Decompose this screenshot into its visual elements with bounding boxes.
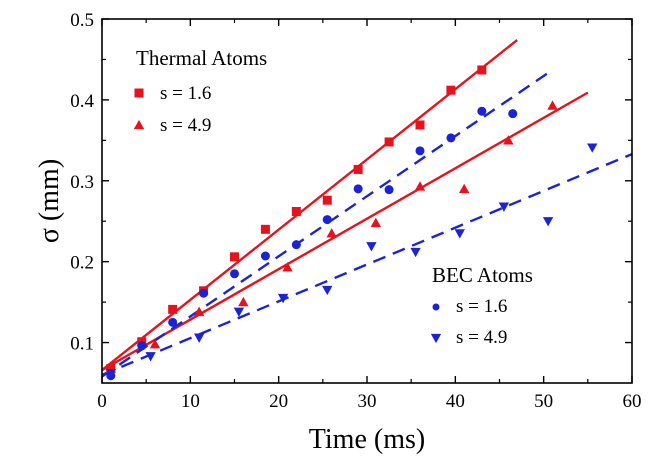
point-series2-10 — [415, 146, 425, 156]
point-series3-8 — [454, 229, 465, 239]
point-series0-11 — [446, 85, 456, 95]
point-series0-6 — [291, 207, 301, 217]
point-series3-4 — [277, 293, 289, 304]
point-series2-11 — [446, 133, 456, 143]
x-tick-label-4: 40 — [446, 391, 465, 412]
fit-line-0 — [101, 39, 518, 371]
legend-bec-entry-s16: s = 1.6 — [456, 296, 507, 317]
legend-thermal-entry-s49: s = 4.9 — [160, 115, 211, 136]
fit-line-3 — [101, 152, 633, 377]
y-axis-title: σ (mm) — [34, 159, 65, 243]
point-series2-8 — [353, 184, 363, 194]
y-tick-label-4: 0.5 — [70, 10, 94, 31]
x-tick-label-2: 20 — [269, 391, 288, 412]
point-series3-9 — [498, 202, 510, 212]
point-series2-6 — [291, 240, 301, 250]
point-series1-4 — [282, 262, 293, 272]
point-series0-2 — [168, 304, 178, 314]
point-series2-5 — [260, 251, 270, 261]
axis-ticks: 0 10 20 30 40 50 60 0.1 0.2 0.3 0.4 0.5 — [70, 10, 641, 412]
point-series0-8 — [353, 164, 363, 174]
point-series3-5 — [322, 285, 333, 296]
point-series1-3 — [238, 296, 249, 307]
point-series2-3 — [199, 288, 209, 298]
point-series3-3 — [233, 307, 245, 317]
point-series2-13 — [508, 109, 518, 119]
x-tick-label-5: 50 — [534, 391, 553, 412]
point-series1-5 — [326, 228, 337, 238]
y-tick-label-1: 0.2 — [70, 253, 94, 274]
x-tick-label-0: 0 — [97, 391, 107, 412]
point-series2-2 — [168, 317, 178, 327]
point-series1-8 — [458, 183, 470, 194]
legend-thermal-entry-s16: s = 1.6 — [160, 83, 211, 104]
point-series2-9 — [384, 185, 394, 195]
x-tick-label-6: 60 — [623, 391, 642, 412]
point-series3-2 — [193, 333, 205, 343]
x-tick-label-3: 30 — [358, 391, 377, 412]
data-points — [105, 65, 598, 381]
point-series2-7 — [322, 215, 332, 225]
legend-marker-thermal-s49 — [133, 119, 145, 130]
point-series1-9 — [503, 135, 514, 145]
point-series3-6 — [366, 242, 377, 252]
legend-marker-bec-s16 — [432, 303, 440, 311]
legend-bec: BEC Atoms s = 1.6 s = 4.9 — [430, 263, 533, 348]
point-series3-7 — [410, 247, 421, 258]
legend-marker-bec-s49 — [430, 333, 442, 344]
y-tick-label-2: 0.3 — [70, 172, 94, 193]
y-tick-label-3: 0.4 — [70, 91, 94, 112]
point-series2-1 — [137, 341, 147, 351]
point-series1-6 — [370, 217, 382, 227]
point-series0-5 — [260, 224, 270, 234]
x-axis-title: Time (ms) — [309, 424, 425, 455]
point-series1-10 — [547, 100, 558, 110]
point-series3-10 — [542, 217, 554, 227]
point-series3-11 — [587, 143, 598, 153]
legend-bec-title: BEC Atoms — [432, 263, 533, 287]
point-series1-2 — [193, 306, 205, 316]
point-series3-0 — [105, 369, 117, 379]
x-tick-label-1: 10 — [181, 391, 200, 412]
point-series1-1 — [149, 338, 161, 349]
point-series0-7 — [322, 195, 332, 205]
point-series0-9 — [384, 137, 394, 147]
legend-bec-entry-s49: s = 4.9 — [456, 327, 507, 348]
fit-line-2 — [101, 68, 554, 378]
point-series0-4 — [230, 252, 239, 262]
legend-marker-thermal-s16 — [134, 88, 144, 98]
y-tick-label-0: 0.1 — [70, 334, 94, 355]
legend-thermal-title: Thermal Atoms — [136, 46, 267, 70]
point-series3-1 — [145, 352, 156, 362]
legend-thermal: Thermal Atoms s = 1.6 s = 4.9 — [133, 46, 267, 136]
plot-frame — [101, 18, 633, 384]
point-series2-12 — [477, 106, 487, 116]
point-series2-4 — [230, 269, 239, 279]
point-series0-10 — [415, 120, 425, 130]
point-series1-7 — [414, 181, 426, 191]
point-series0-12 — [477, 65, 487, 75]
